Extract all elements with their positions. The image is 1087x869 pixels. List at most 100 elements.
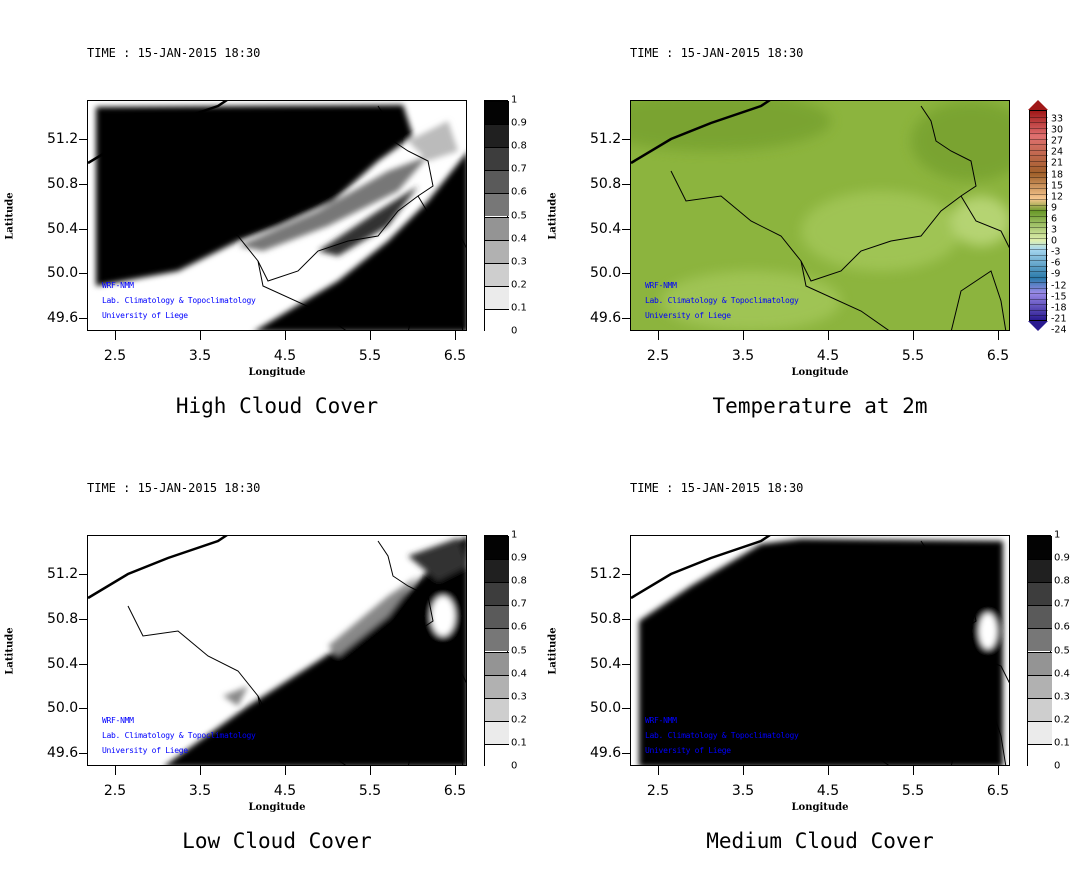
y-tick xyxy=(79,619,87,620)
map-plot: WRF-NMM Lab. Climatology & Topoclimatolog… xyxy=(87,535,467,766)
clear-patch xyxy=(431,596,455,636)
watermark-line: Lab. Climatology & Topoclimatology xyxy=(645,731,799,740)
colorbar-bin xyxy=(1028,651,1052,675)
country-border xyxy=(127,105,434,282)
map-plot: WRF-NMM Lab. Climatology & Topoclimatolog… xyxy=(630,100,1010,331)
country-border xyxy=(950,270,1007,330)
colorbar-bin xyxy=(485,101,509,125)
colorbar-label: 0.3 xyxy=(511,256,527,268)
y-tick-label: 50.8 xyxy=(590,611,622,627)
colorbar-label: 0 xyxy=(511,760,518,772)
x-tick xyxy=(828,766,829,775)
colorbar-bin xyxy=(485,262,509,286)
colorbar-bin xyxy=(485,239,509,263)
x-tick xyxy=(370,766,371,775)
y-tick-label: 49.6 xyxy=(47,745,79,761)
y-tick-label: 51.2 xyxy=(47,566,79,582)
x-tick xyxy=(285,331,286,340)
colorbar-label: 27 xyxy=(1051,135,1064,147)
colorbar-arrow-bottom xyxy=(1028,321,1048,331)
x-axis-label: Longitude xyxy=(791,367,849,378)
x-axis-label: Longitude xyxy=(248,802,306,813)
y-tick-label: 50.0 xyxy=(47,265,79,281)
cloud-region xyxy=(165,537,466,765)
watermark-line: Lab. Climatology & Topoclimatology xyxy=(102,731,256,740)
map-panel-low: TIME : 15-JAN-2015 18:30 WRF-NMM Lab. Cli… xyxy=(0,435,543,869)
colorbar-bin xyxy=(485,674,509,698)
colorbar-bin xyxy=(485,124,509,148)
y-tick xyxy=(622,619,630,620)
y-tick-label: 50.8 xyxy=(47,176,79,192)
y-tick xyxy=(622,229,630,230)
x-tick-label: 4.5 xyxy=(816,348,840,364)
colorbar-label: -24 xyxy=(1051,324,1067,336)
colorbar-label: 0.9 xyxy=(1054,552,1070,564)
y-tick-label: 49.6 xyxy=(590,310,622,326)
colorbar-bin xyxy=(1028,720,1052,744)
colorbar-label: 0.2 xyxy=(1054,714,1070,726)
colorbar xyxy=(484,100,509,332)
colorbar-label: 0.7 xyxy=(511,163,527,175)
colorbar-bin xyxy=(485,582,509,606)
y-tick-label: 50.4 xyxy=(47,656,79,672)
colorbar-label: 0.1 xyxy=(1054,737,1070,749)
y-tick-label: 50.4 xyxy=(47,221,79,237)
x-tick xyxy=(658,331,659,340)
colorbar-label: -12 xyxy=(1051,280,1067,291)
y-tick xyxy=(79,139,87,140)
watermark-line: WRF-NMM xyxy=(645,716,677,725)
y-tick-label: 50.0 xyxy=(590,700,622,716)
colorbar-label: -18 xyxy=(1051,302,1067,314)
country-border xyxy=(800,695,890,765)
country-border xyxy=(800,260,890,330)
watermark-line: University of Liege xyxy=(645,746,731,755)
colorbar-bin xyxy=(485,147,509,171)
warm-patch xyxy=(661,271,841,330)
colorbar-label: 0.9 xyxy=(511,117,527,129)
time-label: TIME : 15-JAN-2015 18:30 xyxy=(87,481,261,495)
colorbar-label: 0.8 xyxy=(511,140,527,152)
colorbar-label: 3 xyxy=(1051,224,1058,236)
y-tick-label: 51.2 xyxy=(590,566,622,582)
colorbar-bin xyxy=(485,559,509,583)
colorbar-arrow-top xyxy=(1028,100,1048,110)
y-axis-label: Latitude xyxy=(547,627,559,675)
cloud-streak xyxy=(328,576,418,656)
map-panel-high: TIME : 15-JAN-2015 18:30 WRF-NMM Lab. Cli… xyxy=(0,0,543,434)
time-label: TIME : 15-JAN-2015 18:30 xyxy=(630,46,804,60)
country-border xyxy=(257,260,347,330)
colorbar-bin xyxy=(485,651,509,675)
colorbar-bin xyxy=(1028,559,1052,583)
colorbar-label: 0.4 xyxy=(1054,668,1070,680)
colorbar-label: 0.1 xyxy=(511,302,527,314)
colorbar-label: 0.3 xyxy=(1054,691,1070,703)
y-tick xyxy=(79,229,87,230)
map-panel-temp: TIME : 15-JAN-2015 18:30 WRF-NMM Lab. Cli… xyxy=(543,0,1086,434)
colorbar-label: -6 xyxy=(1051,257,1061,269)
colorbar xyxy=(1028,100,1048,331)
colorbar-bin xyxy=(485,308,509,332)
country-border xyxy=(960,195,1009,249)
y-tick xyxy=(79,664,87,665)
clear-patch xyxy=(979,613,997,649)
colorbar-label: 9 xyxy=(1051,202,1058,214)
watermark-line: Lab. Climatology & Topoclimatology xyxy=(645,296,799,305)
x-tick-label: 3.5 xyxy=(188,348,212,364)
colorbar-bin xyxy=(485,170,509,194)
x-tick-label: 3.5 xyxy=(731,783,755,799)
colorbar-label: 0.6 xyxy=(511,186,527,198)
warm-patch xyxy=(951,196,1009,246)
x-tick xyxy=(743,766,744,775)
y-axis-label: Latitude xyxy=(4,627,16,675)
colorbar-bin xyxy=(485,720,509,744)
x-tick-label: 5.5 xyxy=(358,783,382,799)
y-tick-label: 50.0 xyxy=(47,700,79,716)
y-tick xyxy=(622,753,630,754)
y-tick xyxy=(622,664,630,665)
y-tick xyxy=(79,574,87,575)
colorbar-bin xyxy=(485,628,509,652)
y-tick xyxy=(622,318,630,319)
colorbar-label: 0.1 xyxy=(511,737,527,749)
colorbar-bin xyxy=(1028,674,1052,698)
panel-title: Low Cloud Cover xyxy=(182,829,372,853)
